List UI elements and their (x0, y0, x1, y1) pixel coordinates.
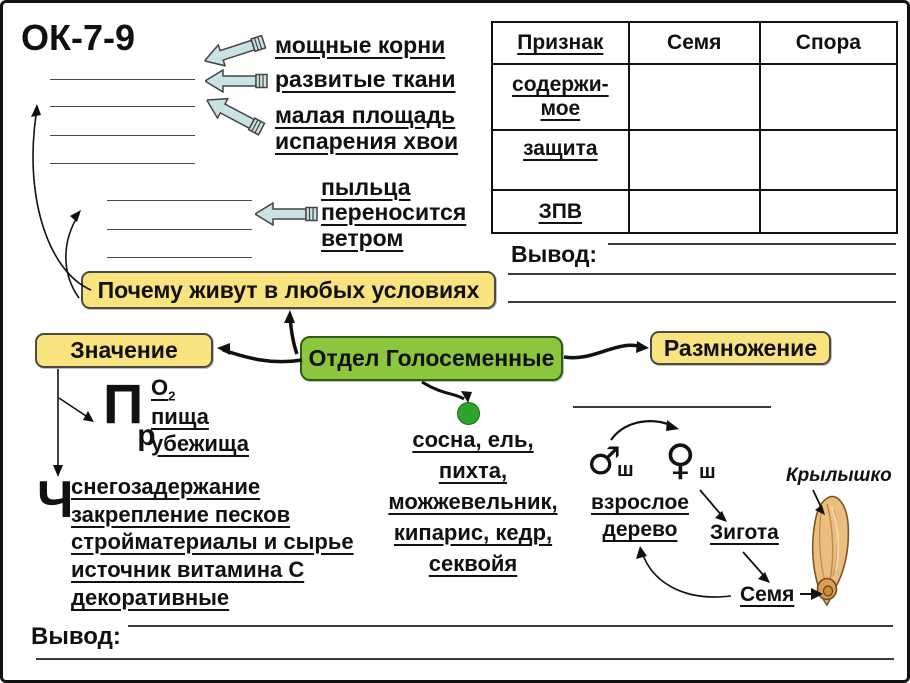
wing-label: Крылышко (786, 465, 892, 486)
human-symbol: Ч (37, 471, 74, 529)
blank-line[interactable] (50, 163, 195, 164)
adaptation-area-label-1: малая площадь (275, 102, 456, 128)
table-cell-empty[interactable] (627, 129, 761, 191)
female-cone-subscript: ш (699, 461, 716, 483)
comparison-table: Признак Семя Спора содержи- мое защита З… (491, 21, 899, 234)
o2-label: О2 (151, 375, 176, 404)
table-cell-empty[interactable] (627, 63, 761, 131)
adaptation-pollen-label-3: ветром (321, 225, 404, 251)
species-list: сосна, ель, пихта, можжевельник, кипарис… (378, 427, 568, 577)
reproduction-box[interactable]: Размножение (650, 331, 831, 365)
blank-line[interactable] (107, 200, 252, 201)
table-row-contents: содержи- мое (491, 63, 630, 131)
food-label: пища (151, 404, 209, 429)
zygote-label: Зигота (710, 521, 779, 544)
division-gymnosperms-box[interactable]: Отдел Голосеменные (300, 336, 563, 381)
species-dot (457, 402, 480, 425)
blank-line[interactable] (508, 301, 896, 303)
page-title: ОК-7-9 (21, 17, 135, 58)
male-cone-symbol: ♂ (587, 439, 622, 483)
meaning-item: стройматериалы и сырье (71, 529, 354, 554)
block-arrow-icon (203, 34, 267, 67)
adaptation-roots-label: мощные корни (275, 32, 446, 58)
table-header-spore: Спора (795, 31, 861, 54)
meaning-item: декоративные (71, 585, 230, 610)
blank-line[interactable] (50, 106, 195, 107)
blank-line[interactable] (50, 135, 195, 136)
table-cell-empty[interactable] (627, 189, 761, 234)
conclusion-bottom-label: Вывод: (31, 623, 121, 650)
female-cone-symbol: ♀ (665, 435, 696, 484)
why-live-anywhere-box[interactable]: Почему живут в любых условиях (81, 271, 496, 309)
meaning-item: закрепление песков (71, 502, 291, 527)
conclusion-top-label: Вывод: (511, 241, 598, 267)
table-cell-empty[interactable] (758, 63, 899, 131)
table-cell-empty[interactable] (758, 129, 899, 191)
seed-label: Семя (740, 583, 795, 606)
winged-seed-illustration (811, 495, 850, 607)
adaptation-pollen-label-1: пыльца (321, 174, 411, 200)
adaptation-pollen-label-2: переносится (321, 199, 467, 225)
adaptation-tissues-label: развитые ткани (275, 66, 456, 92)
block-arrow-icon (205, 97, 266, 136)
table-header-feature: Признак (517, 31, 604, 54)
blank-line[interactable] (508, 273, 896, 275)
species-line: секвойя (428, 551, 518, 576)
block-arrow-icon (255, 202, 318, 226)
meaning-box[interactable]: Значение (35, 333, 213, 368)
meaning-item: снегозадержание (71, 474, 261, 499)
species-line: сосна, ель, (412, 427, 534, 452)
species-line: пихта, (438, 458, 508, 483)
blank-line[interactable] (50, 79, 195, 80)
adaptation-area-label-2: испарения хвои (275, 128, 459, 154)
shelter-label: убежища (151, 431, 249, 456)
blank-line[interactable] (573, 406, 771, 408)
table-cell-empty[interactable] (758, 189, 899, 234)
blank-line[interactable] (608, 243, 896, 245)
table-row-protection: защита (491, 129, 630, 191)
blank-line[interactable] (107, 257, 252, 258)
adult-tree-label: взрослое дерево (591, 491, 689, 541)
table-row-zpv: ЗПВ (491, 189, 630, 234)
species-line: можжевельник, (388, 489, 558, 514)
table-header-seed: Семя (667, 31, 722, 54)
blank-line[interactable] (128, 625, 893, 627)
blank-line[interactable] (36, 658, 894, 660)
male-cone-subscript: ш (617, 459, 634, 481)
meaning-item: источник витамина С (71, 557, 305, 582)
block-arrow-icon (205, 69, 268, 93)
species-line: кипарис, кедр, (393, 520, 553, 545)
nature-symbol: Пр (103, 372, 156, 452)
blank-line[interactable] (107, 229, 252, 230)
